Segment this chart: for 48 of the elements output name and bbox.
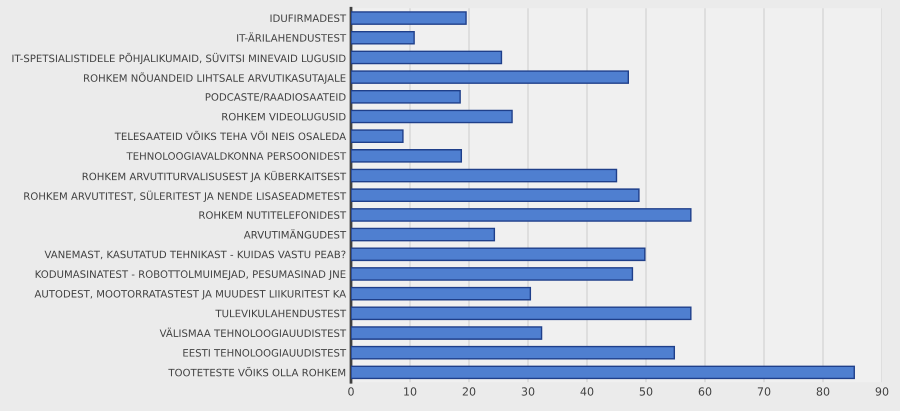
bar: [351, 129, 404, 143]
y-tick-label: ROHKEM ARVUTITURVALISUSEST JA KÜBERKAITSEST: [82, 170, 346, 182]
bar: [351, 208, 692, 222]
y-tick-label: VÄLISMAA TEHNOLOOGIAUUDISTEST: [160, 328, 346, 338]
y-tick-label: ROHKEM NÕUANDEID LIHTSALE ARVUTIKASUTAJALE: [84, 72, 346, 84]
bar: [351, 168, 618, 182]
x-tick-label: 50: [640, 387, 652, 396]
bar: [351, 326, 542, 340]
y-tick-label: AUTODEST, MOOTORRATASTEST JA MUUDEST LIIKURITEST KA: [34, 290, 346, 300]
bar: [351, 366, 855, 380]
y-tick-label: EESTI TEHNOLOOGIAUUDISTEST: [183, 349, 346, 357]
y-tick-label: ROHKEM ARVUTITEST, SÜLERITEST JA NENDE LISASEADMETEST: [24, 190, 346, 202]
bar: [351, 267, 634, 281]
y-tick-label: ROHKEM NUTITELEFONIDEST: [199, 211, 346, 219]
x-tick-label: 70: [758, 387, 770, 396]
bar: [351, 30, 415, 45]
bar: [351, 149, 462, 163]
y-tick-label: KODUMASINATEST - ROBOTTOLMUIMEJAD, PESUMASINAD JNE: [36, 270, 346, 280]
y-tick-label: IT-SPETSIALISTIDELE PÕHJALIKUMAID, SÜVITSI MINEVAID LUGUSID: [12, 52, 346, 64]
x-tick-label: 80: [816, 387, 830, 396]
y-tick-label: IDUFIRMADEST: [270, 14, 346, 22]
y-tick-label: TULEVIKULAHENDUSTEST: [215, 310, 346, 318]
bar: [351, 11, 467, 25]
bar: [351, 247, 646, 262]
y-tick-label: TOOTETESTE VÕIKS OLLA ROHKEM: [168, 366, 346, 376]
y-tick-label: PODCASTE/RAADIOSAATEID: [206, 93, 346, 102]
y-tick-label: VANEMAST, KASUTATUD TEHNIKAST - KUIDAS VASTU PEAB?: [44, 250, 346, 260]
x-tick-label: 40: [580, 387, 594, 396]
bar: [351, 70, 629, 84]
bar: [351, 188, 640, 202]
bar: [351, 110, 513, 124]
x-tick-label: 0: [348, 387, 354, 396]
x-tick-label: 60: [698, 387, 712, 396]
bar: [351, 346, 676, 360]
y-tick-label: IT-ÄRILAHENDUSTEST: [237, 32, 346, 42]
y-tick-label: TELESAATEID VÕIKS TEHA VÕI NEIS OSALEDA: [114, 130, 346, 140]
y-tick-label: ROHKEM VIDEOLUGUSID: [222, 112, 346, 120]
bar: [351, 50, 502, 64]
bar: [351, 286, 532, 300]
bar: [351, 228, 496, 242]
x-tick-label: 90: [876, 387, 888, 396]
y-tick-label: TEHNOLOOGIAVALDKONNA PERSOONIDEST: [126, 152, 346, 160]
x-tick-label: 10: [404, 387, 416, 396]
x-tick-label: 20: [462, 387, 476, 396]
y-tick-label: ARVUTIMÄNGUDEST: [244, 229, 346, 239]
bar: [351, 90, 461, 104]
bar: [351, 306, 692, 320]
x-tick-label: 30: [522, 387, 534, 396]
